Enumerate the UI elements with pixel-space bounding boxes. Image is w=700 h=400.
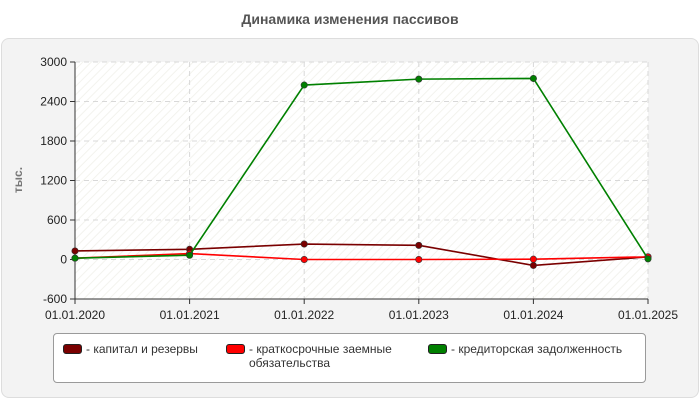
series-1-point bbox=[300, 255, 308, 263]
y-tick-label: 1800 bbox=[40, 134, 67, 148]
y-tick-label: 2400 bbox=[40, 95, 67, 109]
legend-swatch-short-term-loans bbox=[226, 344, 245, 354]
x-tick-label: 01.01.2025 bbox=[618, 308, 678, 322]
legend-swatch-accounts-payable bbox=[428, 344, 447, 354]
series-0-point bbox=[529, 261, 537, 269]
y-axis-label: тыс. bbox=[11, 167, 25, 193]
x-tick-label: 01.01.2022 bbox=[274, 308, 334, 322]
x-tick-labels: 01.01.2020 01.01.2021 01.01.2022 01.01.2023… bbox=[45, 308, 678, 322]
chart-title: Динамика изменения пассивов bbox=[241, 11, 459, 27]
y-tick-label: 600 bbox=[47, 213, 67, 227]
legend-swatch-capital bbox=[63, 344, 82, 354]
series-line-0 bbox=[74, 243, 649, 267]
series-1-point bbox=[415, 255, 423, 263]
legend-label-capital: - капитал и резервы bbox=[86, 342, 198, 356]
series-1-point bbox=[529, 255, 537, 263]
y-tick-label: 3000 bbox=[40, 55, 67, 69]
legend-item-short-term-loans: - краткосрочные заемные обязательства bbox=[226, 342, 416, 370]
x-tick-label: 01.01.2020 bbox=[45, 308, 105, 322]
series-2-point bbox=[71, 254, 79, 262]
y-tick-labels: 3000 2400 1800 1200 600 0 -600 bbox=[40, 55, 67, 306]
legend: - капитал и резервы - краткосрочные заем… bbox=[53, 333, 646, 383]
x-tick-label: 01.01.2023 bbox=[389, 308, 449, 322]
series-2-point bbox=[644, 255, 652, 263]
x-tick-label: 01.01.2021 bbox=[160, 308, 220, 322]
series-2-point bbox=[415, 75, 423, 83]
series-2-point bbox=[186, 251, 194, 259]
series-lines bbox=[71, 74, 652, 269]
legend-label-accounts-payable: - кредиторская задолженность bbox=[451, 342, 623, 356]
y-tick-label: 1200 bbox=[40, 174, 67, 188]
series-0-point bbox=[300, 240, 308, 248]
series-line-1 bbox=[74, 252, 649, 261]
legend-label-short-term-loans: - краткосрочные заемные обязательства bbox=[249, 342, 392, 370]
series-line-2 bbox=[74, 77, 649, 260]
series-2-point bbox=[529, 74, 537, 82]
series-0-point bbox=[415, 241, 423, 249]
legend-item-capital: - капитал и резервы bbox=[63, 342, 213, 356]
x-tick-label: 01.01.2024 bbox=[503, 308, 563, 322]
y-tick-label: 0 bbox=[60, 253, 67, 267]
series-2-point bbox=[300, 81, 308, 89]
legend-item-accounts-payable: - кредиторская задолженность bbox=[428, 342, 643, 356]
y-tick-label: -600 bbox=[43, 292, 67, 306]
series-0-point bbox=[71, 247, 79, 255]
